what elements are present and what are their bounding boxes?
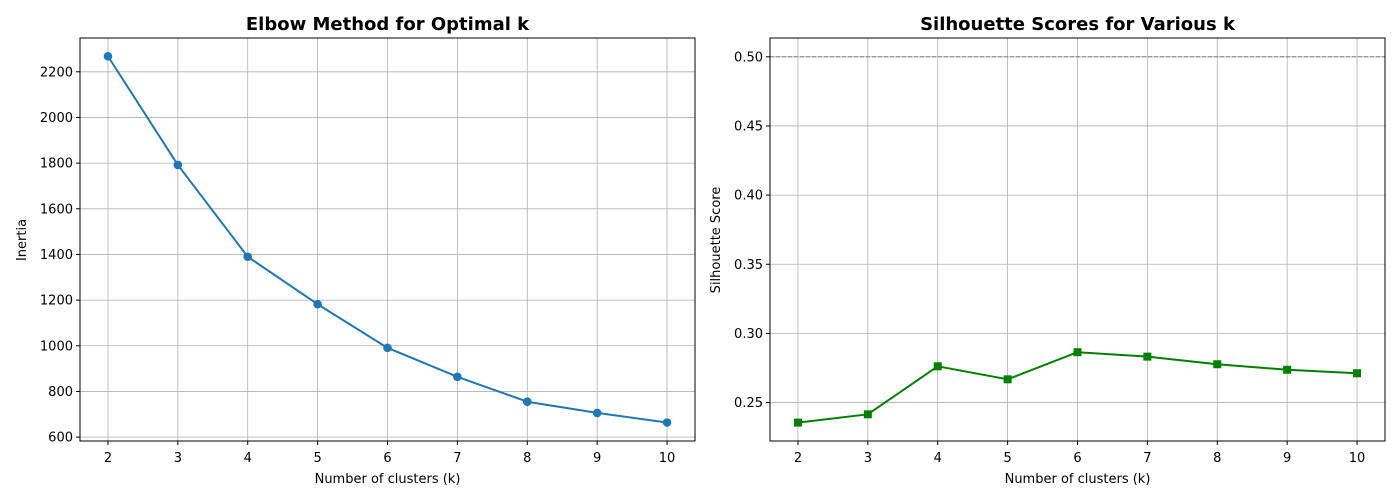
elbow-y-axis-label: Inertia bbox=[15, 219, 30, 261]
elbow-y-tick-label: 1200 bbox=[40, 294, 73, 309]
silhouette-y-tick-label: 0.35 bbox=[734, 258, 763, 273]
silhouette-x-axis-label: Number of clusters (k) bbox=[1005, 472, 1151, 487]
elbow-x-tick-label: 6 bbox=[383, 451, 391, 466]
elbow-x-tick-label: 10 bbox=[659, 451, 676, 466]
elbow-y-tick-label: 2000 bbox=[40, 111, 73, 126]
elbow-data-point bbox=[103, 51, 113, 61]
elbow-data-point bbox=[173, 160, 183, 170]
elbow-data-point bbox=[522, 397, 532, 407]
silhouette-y-tick-label: 0.30 bbox=[734, 327, 763, 342]
silhouette-x-tick-label: 7 bbox=[1143, 451, 1151, 466]
silhouette-data-point bbox=[1353, 369, 1362, 378]
silhouette-chart: Silhouette Scores for Various k 2 3 4 5 6 7 8 9… bbox=[709, 14, 1386, 487]
silhouette-data-point bbox=[1283, 365, 1292, 374]
silhouette-x-tick-label: 2 bbox=[794, 451, 802, 466]
silhouette-y-axis-label: Silhouette Score bbox=[709, 187, 724, 294]
elbow-x-tick-label: 8 bbox=[523, 451, 531, 466]
elbow-y-tick-label: 1600 bbox=[40, 202, 73, 217]
silhouette-x-tick-label: 8 bbox=[1213, 451, 1221, 466]
silhouette-y-tick-label: 0.50 bbox=[734, 50, 763, 65]
silhouette-x-tick-label: 10 bbox=[1349, 451, 1366, 466]
elbow-x-tick-label: 5 bbox=[313, 451, 321, 466]
elbow-chart-title: Elbow Method for Optimal k bbox=[246, 14, 530, 35]
silhouette-data-point bbox=[1003, 375, 1012, 384]
silhouette-data-point bbox=[793, 418, 802, 427]
silhouette-x-tick-label: 5 bbox=[1003, 451, 1011, 466]
silhouette-x-tick-label: 3 bbox=[864, 451, 872, 466]
elbow-y-tick-label: 600 bbox=[48, 431, 73, 446]
silhouette-x-tick-label: 4 bbox=[934, 451, 942, 466]
elbow-data-point bbox=[662, 418, 672, 427]
silhouette-data-point bbox=[863, 410, 872, 419]
silhouette-data-point bbox=[933, 362, 942, 371]
elbow-y-tick-label: 800 bbox=[48, 385, 73, 400]
elbow-data-point bbox=[592, 408, 602, 418]
elbow-data-point bbox=[243, 252, 253, 262]
silhouette-x-tick-label: 9 bbox=[1283, 451, 1291, 466]
silhouette-y-tick-label: 0.40 bbox=[734, 189, 763, 204]
elbow-y-tick-label: 1000 bbox=[40, 339, 73, 354]
silhouette-data-point bbox=[1213, 360, 1222, 369]
elbow-y-tick-label: 1800 bbox=[40, 157, 73, 172]
elbow-x-tick-label: 7 bbox=[453, 451, 461, 466]
elbow-x-tick-label: 4 bbox=[244, 451, 252, 466]
elbow-data-point bbox=[313, 299, 322, 309]
elbow-y-tick-label: 1400 bbox=[40, 248, 73, 263]
silhouette-y-tick-label: 0.25 bbox=[734, 396, 763, 411]
elbow-data-point bbox=[453, 372, 462, 382]
silhouette-x-tick-label: 6 bbox=[1073, 451, 1081, 466]
elbow-x-tick-label: 9 bbox=[593, 451, 601, 466]
elbow-y-tick-label: 2200 bbox=[40, 65, 73, 80]
silhouette-y-tick-label: 0.45 bbox=[734, 119, 763, 134]
elbow-data-point bbox=[383, 343, 392, 353]
silhouette-chart-title: Silhouette Scores for Various k bbox=[920, 14, 1236, 35]
elbow-x-tick-label: 3 bbox=[174, 451, 182, 466]
silhouette-data-point bbox=[1143, 352, 1152, 361]
silhouette-data-point bbox=[1073, 348, 1082, 357]
elbow-x-tick-label: 2 bbox=[104, 451, 112, 466]
elbow-x-axis-label: Number of clusters (k) bbox=[315, 472, 461, 487]
elbow-chart: Elbow Method for Optimal k 2 3 4 5 6 7 8 9 10 600… bbox=[15, 14, 696, 487]
